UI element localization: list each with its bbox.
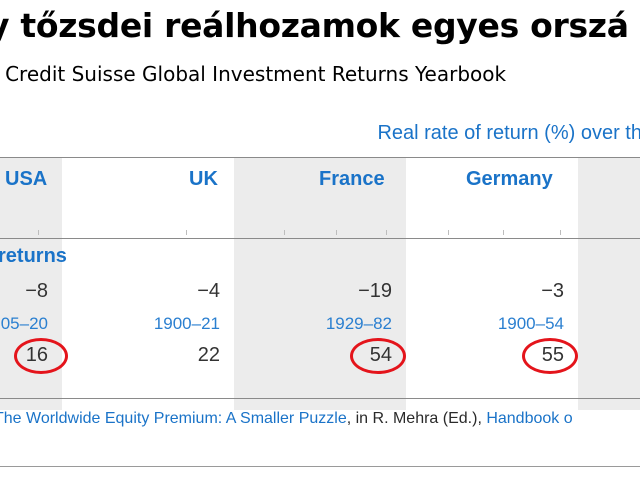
- column-header-france: France: [319, 168, 385, 190]
- source-link-handbook[interactable]: Handbook o: [486, 410, 573, 427]
- column-header-uk: UK: [189, 168, 218, 190]
- cell-period-france: 1929–82: [325, 314, 392, 333]
- tick-mark: [186, 230, 187, 235]
- footer-rule: [0, 466, 640, 467]
- cell-period-uk: 1900–21: [153, 314, 220, 333]
- tick-mark: [38, 230, 39, 235]
- cell-years-uk: 22: [197, 344, 220, 366]
- cell-worst-usa: −8: [25, 280, 48, 302]
- column-header-germany: Germany: [466, 168, 553, 190]
- cell-worst-uk: −4: [197, 280, 220, 302]
- highlight-circle-germany: [522, 338, 578, 374]
- source-note: The Worldwide Equity Premium: A Smaller …: [0, 410, 573, 428]
- source-link-paper[interactable]: The Worldwide Equity Premium: A Smaller …: [0, 410, 347, 427]
- slide-title: y tőzsdei reálhozamok egyes orszá: [0, 6, 629, 45]
- tick-mark: [448, 230, 449, 235]
- highlight-circle-usa: [14, 338, 68, 374]
- tick-mark: [503, 230, 504, 235]
- column-shade-extra: [578, 158, 640, 410]
- table-top-rule: [0, 157, 640, 158]
- cell-worst-germany: −3: [541, 280, 564, 302]
- table-bottom-rule: [0, 398, 640, 399]
- column-header-usa: USA: [5, 168, 48, 190]
- cell-period-usa: 05–20: [0, 314, 48, 333]
- tick-mark: [386, 230, 387, 235]
- header-bottom-rule: [0, 238, 640, 239]
- cell-worst-france: −19: [358, 280, 392, 302]
- source-middle-text: , in R. Mehra (Ed.),: [346, 410, 487, 427]
- slide-subtitle: : Credit Suisse Global Investment Return…: [0, 62, 507, 86]
- tick-mark: [336, 230, 337, 235]
- highlight-circle-france: [350, 338, 406, 374]
- cell-period-germany: 1900–54: [497, 314, 564, 333]
- section-label-returns: returns: [0, 245, 67, 267]
- table-header-caption: Real rate of return (%) over th: [377, 122, 640, 144]
- tick-mark: [560, 230, 561, 235]
- tick-mark: [284, 230, 285, 235]
